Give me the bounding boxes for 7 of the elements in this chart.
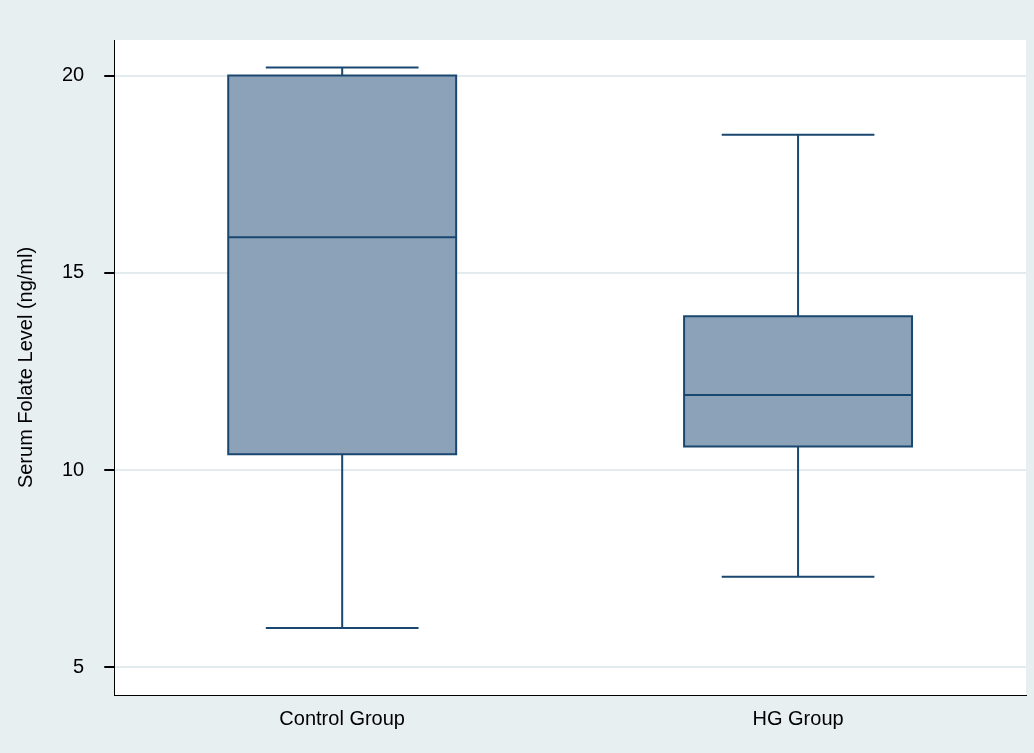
x-tick-label: Control Group: [279, 706, 405, 729]
y-tick-label: 5: [73, 654, 85, 677]
y-tick-label: 20: [62, 63, 85, 86]
y-tick-label: 10: [62, 457, 85, 480]
x-tick-label: HG Group: [752, 706, 844, 729]
y-tick-label: 15: [62, 260, 85, 283]
y-axis-title: Serum Folate Level (ng/ml): [13, 246, 36, 489]
